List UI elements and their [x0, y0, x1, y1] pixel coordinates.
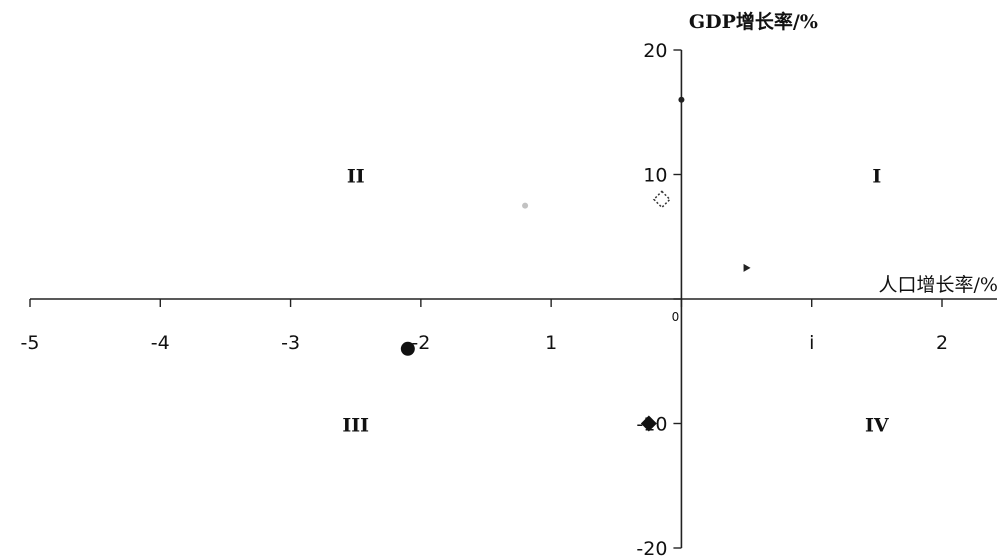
quadrant-label: III [342, 415, 369, 437]
data-point [743, 263, 751, 272]
x-tick-label: i [809, 332, 814, 354]
data-point [652, 190, 671, 209]
axes [30, 50, 997, 548]
y-axis-title: GDP增长率/% [689, 10, 818, 33]
x-tick-label: -2 [411, 332, 430, 354]
data-point [522, 202, 529, 209]
data-point [678, 96, 685, 103]
data-point [640, 415, 657, 432]
axis-titles: GDP增长率/% 人口增长率/% [689, 10, 998, 296]
y-tick-label: 20 [643, 40, 667, 62]
y-tick-label: -20 [636, 538, 667, 560]
x-tick-label: -5 [21, 332, 40, 354]
x-tick-label: -3 [281, 332, 300, 354]
x-tick-label: 1 [545, 332, 557, 354]
quadrant-label: II [347, 166, 365, 188]
y-tick-label: 10 [643, 165, 667, 187]
ticks [29, 49, 943, 549]
quadrant-label: IV [865, 415, 890, 437]
x-axis-title: 人口增长率/% [879, 274, 998, 296]
data-point [400, 341, 415, 356]
x-tick-label: -4 [151, 332, 170, 354]
x-tick-label: 2 [936, 332, 948, 354]
origin-label: 0 [672, 310, 680, 324]
data-points [400, 96, 751, 432]
quadrant-label: I [872, 166, 881, 188]
